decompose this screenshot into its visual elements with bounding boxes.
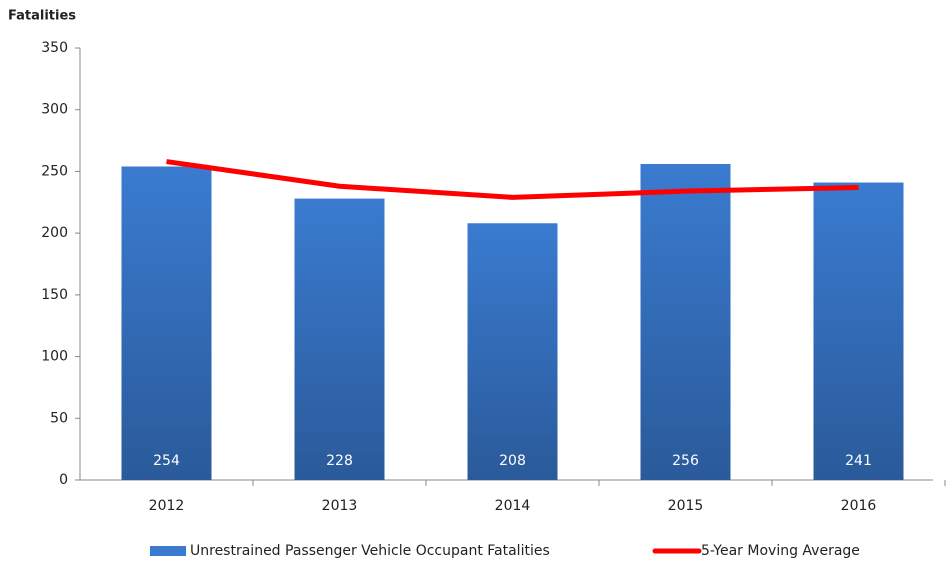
x-tick-label: 2016 [841,498,877,514]
axis-title: Fatalities [8,9,76,24]
line [166,159,859,200]
bar [813,182,904,480]
x-tick-label: 2015 [668,498,704,514]
y-tick-label: 350 [41,40,68,56]
x-tick-label: 2013 [322,498,358,514]
y-tick-label: 150 [41,287,68,303]
x-tick-label: 2012 [149,498,185,514]
bar [467,223,558,481]
y-tick-label: 200 [41,225,68,241]
data-label: 254 [153,453,180,469]
data-label: 256 [672,453,699,469]
y-tick-label: 50 [50,410,68,426]
x-tick-label: 2014 [495,498,531,514]
data-label: 208 [499,453,526,469]
bar [640,164,731,480]
y-tick-label: 250 [41,163,68,179]
y-tick-label: 100 [41,349,68,365]
bar [121,166,212,480]
y-tick-label: 0 [59,472,68,488]
data-label: 241 [845,453,872,469]
data-label: 228 [326,453,353,469]
y-tick-label: 300 [41,102,68,118]
bar [294,198,385,480]
legend-label: Unrestrained Passenger Vehicle Occupant … [190,543,550,559]
legend-swatch [150,546,186,556]
legend-label: 5-Year Moving Average [701,543,860,559]
